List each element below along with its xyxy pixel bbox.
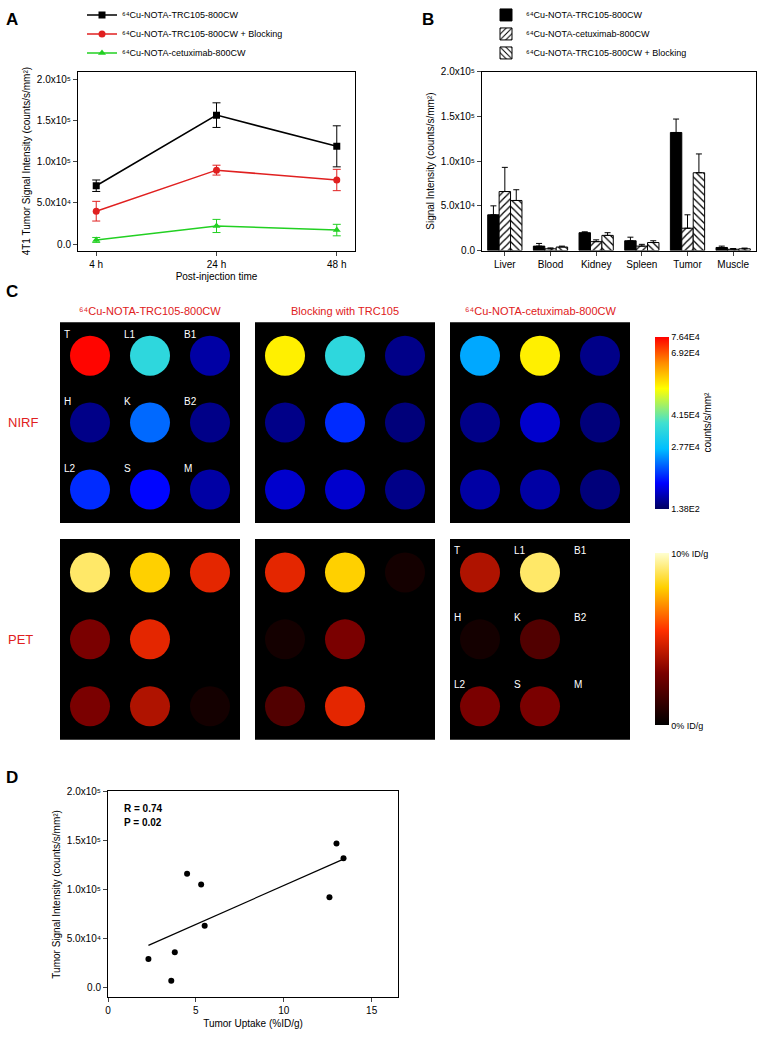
svg-text:15: 15 [366,1005,378,1016]
svg-text:R = 0.74: R = 0.74 [124,803,163,814]
svg-text:counts/s/mm²: counts/s/mm² [702,392,713,453]
svg-text:2.0x10⁵: 2.0x10⁵ [37,74,71,85]
svg-text:1.0x10⁵: 1.0x10⁵ [67,884,101,895]
svg-text:L2: L2 [64,463,76,474]
svg-text:H: H [454,612,461,623]
svg-text:NIRF: NIRF [8,415,38,430]
svg-text:⁶⁴Cu-NOTA-cetuximab-800CW: ⁶⁴Cu-NOTA-cetuximab-800CW [465,305,616,317]
svg-text:0.0: 0.0 [57,239,71,250]
svg-text:5.0x10⁴: 5.0x10⁴ [37,197,71,208]
svg-text:5.0x10⁴: 5.0x10⁴ [67,933,101,944]
svg-text:PET: PET [8,632,33,647]
svg-text:Post-injection time: Post-injection time [176,271,258,282]
svg-text:10% ID/g: 10% ID/g [671,549,708,559]
svg-text:6.92E4: 6.92E4 [671,348,700,358]
svg-text:M: M [184,463,192,474]
svg-text:1.5x10⁵: 1.5x10⁵ [441,111,475,122]
svg-text:S: S [514,679,521,690]
svg-text:D: D [6,768,18,787]
svg-text:Kidney: Kidney [581,259,612,270]
svg-text:1.5x10⁵: 1.5x10⁵ [67,835,101,846]
svg-text:24 h: 24 h [207,259,226,270]
svg-text:Blood: Blood [538,259,564,270]
svg-text:0% ID/g: 0% ID/g [671,721,703,731]
svg-text:0.0: 0.0 [87,982,101,993]
svg-text:4.15E4: 4.15E4 [671,410,700,420]
svg-text:Liver: Liver [494,259,516,270]
svg-text:B1: B1 [574,545,587,556]
svg-text:⁶⁴Cu-NOTA-TRC105-800CW: ⁶⁴Cu-NOTA-TRC105-800CW [122,10,238,20]
svg-text:L1: L1 [514,545,526,556]
svg-text:0.0: 0.0 [461,245,475,256]
svg-text:5: 5 [193,1005,199,1016]
svg-text:1.0x10⁵: 1.0x10⁵ [441,156,475,167]
svg-text:M: M [574,679,582,690]
svg-text:T: T [454,545,460,556]
svg-text:L1: L1 [124,329,136,340]
svg-text:4T1 Tumor Signal Intensity (co: 4T1 Tumor Signal Intensity (counts/s/mm²… [21,67,32,255]
svg-text:2.77E4: 2.77E4 [671,442,700,452]
svg-text:Tumor: Tumor [673,259,702,270]
svg-text:4 h: 4 h [89,259,103,270]
svg-text:K: K [124,396,131,407]
svg-text:1.38E2: 1.38E2 [671,504,700,514]
svg-text:Signal Intensity (counts/s/mm²: Signal Intensity (counts/s/mm²) [425,92,436,229]
svg-text:B2: B2 [574,612,587,623]
svg-text:0: 0 [105,1005,111,1016]
svg-text:10: 10 [278,1005,290,1016]
svg-text:⁶⁴Cu-NOTA-cetuximab-800CW: ⁶⁴Cu-NOTA-cetuximab-800CW [122,48,246,58]
svg-text:B2: B2 [184,396,197,407]
svg-text:B: B [422,10,434,29]
svg-text:2.0x10⁵: 2.0x10⁵ [441,66,475,77]
svg-text:7.64E4: 7.64E4 [671,332,700,342]
svg-text:Tumor Signal Intensity (counts: Tumor Signal Intensity (counts/s/mm²) [51,810,62,979]
svg-text:Spleen: Spleen [626,259,657,270]
svg-text:H: H [64,396,71,407]
svg-text:2.0x10⁵: 2.0x10⁵ [67,786,101,797]
svg-text:A: A [6,10,18,29]
svg-text:K: K [514,612,521,623]
svg-text:⁶⁴Cu-NOTA-cetuximab-800CW: ⁶⁴Cu-NOTA-cetuximab-800CW [526,29,650,39]
svg-text:Tumor Uptake (%ID/g): Tumor Uptake (%ID/g) [203,1018,303,1029]
svg-text:⁶⁴Cu-NOTA-TRC105-800CW + Block: ⁶⁴Cu-NOTA-TRC105-800CW + Blocking [526,48,686,58]
svg-text:⁶⁴Cu-NOTA-TRC105-800CW + Block: ⁶⁴Cu-NOTA-TRC105-800CW + Blocking [122,29,282,39]
svg-text:5.0x10⁴: 5.0x10⁴ [441,200,475,211]
svg-text:P = 0.02: P = 0.02 [124,817,162,828]
svg-text:L2: L2 [454,679,466,690]
svg-text:S: S [124,463,131,474]
svg-text:48 h: 48 h [327,259,346,270]
svg-text:Blocking with TRC105: Blocking with TRC105 [291,305,399,317]
svg-text:⁶⁴Cu-NOTA-TRC105-800CW: ⁶⁴Cu-NOTA-TRC105-800CW [526,10,642,20]
svg-text:1.0x10⁵: 1.0x10⁵ [37,156,71,167]
svg-text:T: T [64,329,70,340]
svg-text:C: C [6,282,18,301]
svg-text:⁶⁴Cu-NOTA-TRC105-800CW: ⁶⁴Cu-NOTA-TRC105-800CW [79,305,221,317]
svg-text:B1: B1 [184,329,197,340]
svg-text:1.5x10⁵: 1.5x10⁵ [37,115,71,126]
svg-text:Muscle: Muscle [717,259,749,270]
